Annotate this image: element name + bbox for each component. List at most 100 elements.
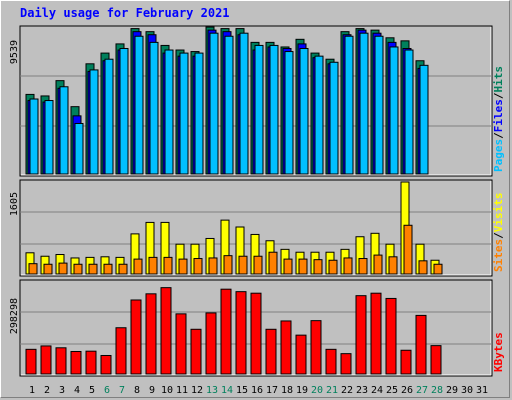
bar-kbytes-day-12 xyxy=(190,328,202,375)
bar-pages-day-7 xyxy=(119,47,129,175)
bar-kbytes-day-25 xyxy=(385,297,397,375)
bar-sites-day-8 xyxy=(133,258,143,275)
bar-kbytes-day-15 xyxy=(235,291,247,375)
bar-pages-day-20 xyxy=(314,55,324,175)
bar-sites-day-23 xyxy=(358,258,368,275)
bar-pages-day-2 xyxy=(44,100,54,175)
y-max-label-hits-files-pages: 9539 xyxy=(9,40,20,64)
x-tick-label-day-27: 27 xyxy=(416,385,428,396)
bar-kbytes-day-13 xyxy=(205,312,217,375)
bar-pages-day-10 xyxy=(164,49,174,175)
bar-sites-day-21 xyxy=(328,259,338,275)
bar-kbytes-day-22 xyxy=(340,353,352,375)
x-tick-label-day-8: 8 xyxy=(134,385,140,396)
bar-pages-day-19 xyxy=(299,47,309,175)
bar-sites-day-26 xyxy=(403,224,413,275)
legend-item-sites: Sites xyxy=(492,239,505,272)
legend-item-kbytes: KBytes xyxy=(492,332,505,372)
y-max-label-kbytes: 298298 xyxy=(9,298,20,334)
legend-item-pages: Pages xyxy=(492,139,505,172)
bar-sites-day-28 xyxy=(433,263,443,275)
x-tick-label-day-25: 25 xyxy=(386,385,398,396)
x-tick-label-day-2: 2 xyxy=(44,385,50,396)
bar-kbytes-day-19 xyxy=(295,334,307,375)
x-tick-label-day-23: 23 xyxy=(356,385,368,396)
bar-pages-day-21 xyxy=(329,61,339,175)
x-tick-label-day-17: 17 xyxy=(266,385,278,396)
bar-pages-day-6 xyxy=(104,58,114,175)
x-tick-label-day-26: 26 xyxy=(401,385,413,396)
bar-sites-day-5 xyxy=(88,263,98,275)
x-tick-label-day-11: 11 xyxy=(176,385,188,396)
x-tick-label-day-13: 13 xyxy=(206,385,218,396)
bar-pages-day-26 xyxy=(404,49,414,175)
bar-kbytes-day-24 xyxy=(370,292,382,375)
bar-pages-day-8 xyxy=(134,35,144,175)
x-tick-label-day-7: 7 xyxy=(119,385,125,396)
bar-pages-day-27 xyxy=(419,64,429,175)
bar-kbytes-day-1 xyxy=(25,348,37,375)
bar-sites-day-19 xyxy=(298,258,308,275)
bar-pages-day-11 xyxy=(179,52,189,175)
x-tick-label-day-15: 15 xyxy=(236,385,248,396)
bar-pages-day-23 xyxy=(359,32,369,175)
bar-pages-day-16 xyxy=(254,44,264,175)
bar-kbytes-day-6 xyxy=(100,354,112,375)
x-tick-label-day-12: 12 xyxy=(191,385,203,396)
bar-pages-day-22 xyxy=(344,35,354,175)
bar-sites-day-18 xyxy=(283,258,293,275)
legend-item-hits: Hits xyxy=(492,66,505,93)
x-tick-label-day-18: 18 xyxy=(281,385,293,396)
bar-kbytes-day-27 xyxy=(415,314,427,375)
bar-kbytes-day-20 xyxy=(310,320,322,375)
bar-pages-day-15 xyxy=(239,32,249,175)
bar-kbytes-day-10 xyxy=(160,287,172,375)
y-max-label-visits-sites: 1605 xyxy=(9,192,20,216)
bar-pages-day-17 xyxy=(269,44,279,175)
bar-kbytes-day-16 xyxy=(250,292,262,375)
legend-visits-sites: Sites/Visits xyxy=(492,193,505,273)
x-tick-label-day-9: 9 xyxy=(149,385,155,396)
bar-sites-day-25 xyxy=(388,256,398,275)
bar-sites-day-4 xyxy=(73,263,83,275)
x-tick-label-day-24: 24 xyxy=(371,385,383,396)
legend-separator: / xyxy=(492,92,505,99)
bar-kbytes-day-17 xyxy=(265,328,277,375)
x-tick-label-day-22: 22 xyxy=(341,385,353,396)
bar-sites-day-13 xyxy=(208,257,218,275)
bar-sites-day-12 xyxy=(193,258,203,275)
bar-sites-day-2 xyxy=(43,263,53,275)
bar-kbytes-day-9 xyxy=(145,293,157,375)
x-tick-label-day-10: 10 xyxy=(161,385,173,396)
bar-pages-day-3 xyxy=(59,86,69,175)
legend-kbytes: KBytes xyxy=(492,332,505,372)
bar-sites-day-7 xyxy=(118,263,128,275)
bar-sites-day-11 xyxy=(178,258,188,275)
bar-pages-day-24 xyxy=(374,35,384,175)
x-tick-label-day-14: 14 xyxy=(221,385,233,396)
bar-kbytes-day-11 xyxy=(175,313,187,375)
legend-item-files: Files xyxy=(492,99,505,132)
x-tick-label-day-28: 28 xyxy=(431,385,443,396)
bar-sites-day-22 xyxy=(343,257,353,275)
bar-kbytes-day-28 xyxy=(430,345,442,375)
bar-sites-day-6 xyxy=(103,263,113,275)
x-tick-label-day-6: 6 xyxy=(104,385,110,396)
bar-sites-day-1 xyxy=(28,263,38,275)
bar-pages-day-1 xyxy=(29,98,39,175)
x-tick-label-day-19: 19 xyxy=(296,385,308,396)
bar-pages-day-25 xyxy=(389,46,399,175)
x-tick-label-day-5: 5 xyxy=(89,385,95,396)
bar-sites-day-15 xyxy=(238,255,248,275)
bar-sites-day-27 xyxy=(418,260,428,275)
bar-sites-day-9 xyxy=(148,256,158,275)
bar-kbytes-day-2 xyxy=(40,345,52,375)
bar-kbytes-day-7 xyxy=(115,327,127,375)
bar-sites-day-16 xyxy=(253,255,263,275)
bar-sites-day-10 xyxy=(163,256,173,275)
x-tick-label-day-4: 4 xyxy=(74,385,80,396)
bar-sites-day-24 xyxy=(373,254,383,275)
legend-item-visits: Visits xyxy=(492,193,505,233)
